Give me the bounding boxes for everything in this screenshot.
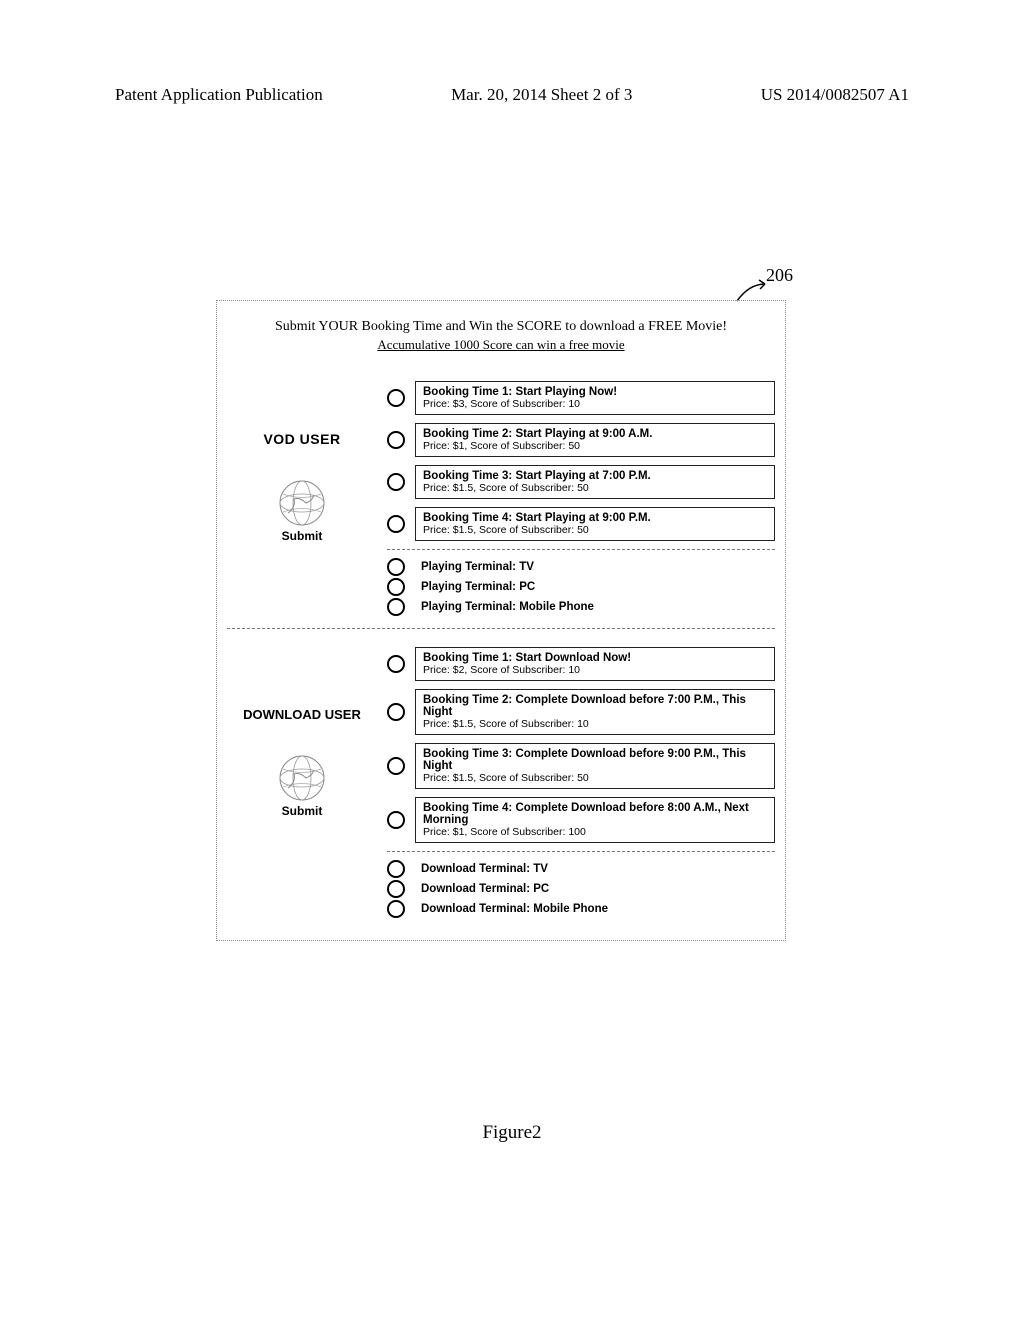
terminal-label: Playing Terminal: Mobile Phone bbox=[415, 601, 594, 613]
option-title: Booking Time 2: Start Playing at 9:00 A.… bbox=[423, 428, 767, 440]
vod-left-column: VOD USER Submit bbox=[227, 381, 377, 618]
option-title: Booking Time 1: Start Playing Now! bbox=[423, 386, 767, 398]
terminal-row: Download Terminal: PC bbox=[387, 880, 775, 898]
radio-button[interactable] bbox=[387, 757, 405, 775]
terminal-label: Playing Terminal: TV bbox=[415, 561, 534, 573]
vod-user-label: VOD USER bbox=[227, 431, 377, 447]
promo-title: Submit YOUR Booking Time and Win the SCO… bbox=[227, 319, 775, 335]
booking-interface-panel: Submit YOUR Booking Time and Win the SCO… bbox=[216, 300, 786, 941]
option-price-score: Price: $1, Score of Subscriber: 50 bbox=[423, 440, 767, 452]
option-price-score: Price: $1.5, Score of Subscriber: 50 bbox=[423, 482, 767, 494]
download-option-row: Booking Time 4: Complete Download before… bbox=[387, 797, 775, 843]
radio-button[interactable] bbox=[387, 515, 405, 533]
option-price-score: Price: $1, Score of Subscriber: 100 bbox=[423, 826, 767, 838]
terminal-label: Download Terminal: Mobile Phone bbox=[415, 903, 608, 915]
download-option-row: Booking Time 1: Start Download Now! Pric… bbox=[387, 647, 775, 681]
vod-submit-button[interactable]: Submit bbox=[227, 529, 377, 543]
header-right: US 2014/0082507 A1 bbox=[761, 85, 909, 105]
promo-subtitle: Accumulative 1000 Score can win a free m… bbox=[227, 337, 775, 353]
option-title: Booking Time 1: Start Download Now! bbox=[423, 652, 767, 664]
terminal-row: Playing Terminal: Mobile Phone bbox=[387, 598, 775, 616]
download-option-box: Booking Time 3: Complete Download before… bbox=[415, 743, 775, 789]
vod-option-row: Booking Time 1: Start Playing Now! Price… bbox=[387, 381, 775, 415]
terminal-label: Download Terminal: TV bbox=[415, 863, 548, 875]
radio-button[interactable] bbox=[387, 880, 405, 898]
option-title: Booking Time 2: Complete Download before… bbox=[423, 694, 767, 718]
page: Patent Application Publication Mar. 20, … bbox=[0, 0, 1024, 1320]
figure-caption: Figure2 bbox=[0, 1122, 1024, 1144]
download-user-label: DOWNLOAD USER bbox=[227, 707, 377, 722]
vod-option-box: Booking Time 1: Start Playing Now! Price… bbox=[415, 381, 775, 415]
terminal-row: Download Terminal: Mobile Phone bbox=[387, 900, 775, 918]
option-price-score: Price: $1.5, Score of Subscriber: 10 bbox=[423, 718, 767, 730]
radio-button[interactable] bbox=[387, 389, 405, 407]
radio-button[interactable] bbox=[387, 703, 405, 721]
radio-button[interactable] bbox=[387, 860, 405, 878]
option-title: Booking Time 4: Start Playing at 9:00 P.… bbox=[423, 512, 767, 524]
vod-option-box: Booking Time 2: Start Playing at 9:00 A.… bbox=[415, 423, 775, 457]
globe-icon bbox=[278, 479, 326, 527]
radio-button[interactable] bbox=[387, 431, 405, 449]
page-header: Patent Application Publication Mar. 20, … bbox=[0, 0, 1024, 105]
radio-button[interactable] bbox=[387, 558, 405, 576]
vod-option-row: Booking Time 4: Start Playing at 9:00 P.… bbox=[387, 507, 775, 541]
download-option-row: Booking Time 3: Complete Download before… bbox=[387, 743, 775, 789]
vod-options-column: Booking Time 1: Start Playing Now! Price… bbox=[387, 381, 775, 618]
option-price-score: Price: $2, Score of Subscriber: 10 bbox=[423, 664, 767, 676]
vod-option-row: Booking Time 2: Start Playing at 9:00 A.… bbox=[387, 423, 775, 457]
globe-icon bbox=[278, 754, 326, 802]
terminal-row: Playing Terminal: PC bbox=[387, 578, 775, 596]
radio-button[interactable] bbox=[387, 655, 405, 673]
terminal-row: Playing Terminal: TV bbox=[387, 558, 775, 576]
terminal-row: Download Terminal: TV bbox=[387, 860, 775, 878]
download-option-box: Booking Time 1: Start Download Now! Pric… bbox=[415, 647, 775, 681]
radio-button[interactable] bbox=[387, 811, 405, 829]
download-terminals-group: Download Terminal: TV Download Terminal:… bbox=[387, 851, 775, 918]
option-price-score: Price: $1.5, Score of Subscriber: 50 bbox=[423, 772, 767, 784]
vod-terminals-group: Playing Terminal: TV Playing Terminal: P… bbox=[387, 549, 775, 616]
header-center: Mar. 20, 2014 Sheet 2 of 3 bbox=[451, 85, 632, 105]
download-user-section: DOWNLOAD USER Submit bbox=[227, 647, 775, 920]
download-option-box: Booking Time 4: Complete Download before… bbox=[415, 797, 775, 843]
radio-button[interactable] bbox=[387, 598, 405, 616]
download-submit-button[interactable]: Submit bbox=[227, 804, 377, 818]
option-title: Booking Time 3: Complete Download before… bbox=[423, 748, 767, 772]
radio-button[interactable] bbox=[387, 473, 405, 491]
option-price-score: Price: $3, Score of Subscriber: 10 bbox=[423, 398, 767, 410]
vod-option-box: Booking Time 3: Start Playing at 7:00 P.… bbox=[415, 465, 775, 499]
radio-button[interactable] bbox=[387, 900, 405, 918]
radio-button[interactable] bbox=[387, 578, 405, 596]
option-title: Booking Time 4: Complete Download before… bbox=[423, 802, 767, 826]
option-title: Booking Time 3: Start Playing at 7:00 P.… bbox=[423, 470, 767, 482]
vod-option-box: Booking Time 4: Start Playing at 9:00 P.… bbox=[415, 507, 775, 541]
vod-option-row: Booking Time 3: Start Playing at 7:00 P.… bbox=[387, 465, 775, 499]
download-option-box: Booking Time 2: Complete Download before… bbox=[415, 689, 775, 735]
header-left: Patent Application Publication bbox=[115, 85, 323, 105]
vod-user-section: VOD USER Submit B bbox=[227, 381, 775, 629]
terminal-label: Playing Terminal: PC bbox=[415, 581, 535, 593]
download-option-row: Booking Time 2: Complete Download before… bbox=[387, 689, 775, 735]
download-options-column: Booking Time 1: Start Download Now! Pric… bbox=[387, 647, 775, 920]
terminal-label: Download Terminal: PC bbox=[415, 883, 549, 895]
download-left-column: DOWNLOAD USER Submit bbox=[227, 647, 377, 920]
option-price-score: Price: $1.5, Score of Subscriber: 50 bbox=[423, 524, 767, 536]
